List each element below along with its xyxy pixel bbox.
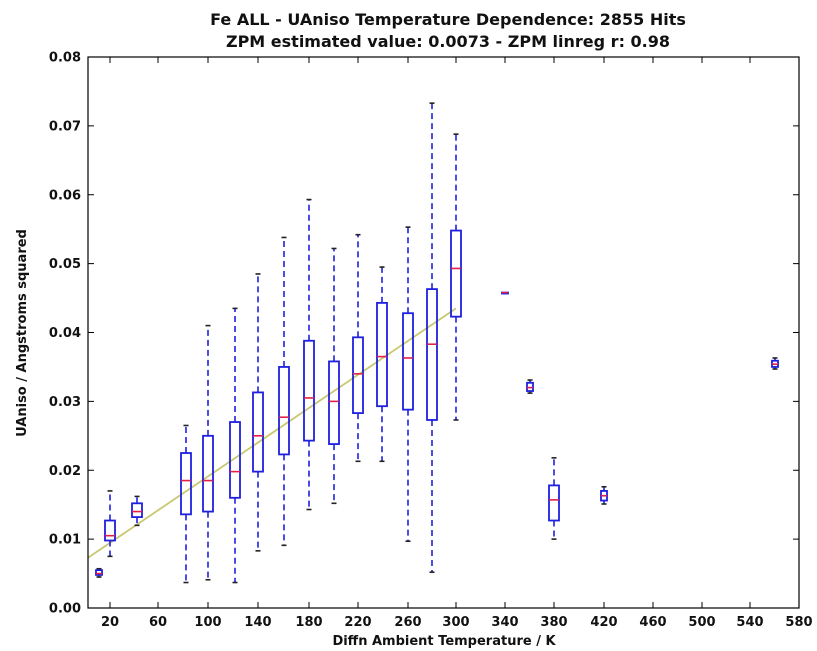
box-iqr [180, 452, 192, 516]
x-tick-label: 140 [244, 615, 271, 630]
box-iqr [104, 519, 116, 542]
box-iqr [328, 360, 340, 445]
box-iqr [303, 339, 315, 442]
box-240 [376, 266, 388, 463]
box-280 [426, 102, 438, 573]
plot-area [88, 57, 799, 608]
x-tick-label: 540 [736, 615, 763, 630]
box-40 [131, 495, 143, 527]
box-iqr [426, 288, 438, 421]
plot-frame [87, 56, 800, 609]
box-300 [450, 133, 462, 421]
x-tick-label: 300 [442, 615, 469, 630]
x-tick-label: 420 [590, 615, 617, 630]
box-10 [95, 567, 103, 578]
box-iqr [131, 502, 143, 518]
y-tick-label: 0.03 [49, 395, 81, 410]
y-tick-label: 0.00 [49, 602, 81, 617]
box-iqr [450, 229, 462, 318]
box-360 [526, 379, 534, 394]
x-axis: 20 60 100 140 180 220 260 300 340 380 420 460 500 540… [101, 57, 813, 630]
box-200 [328, 247, 340, 505]
box-iqr [229, 421, 241, 499]
boxplots [95, 102, 779, 584]
y-tick-label: 0.08 [49, 51, 81, 66]
box-120 [229, 307, 241, 584]
y-tick-label: 0.06 [49, 188, 81, 203]
fit-line [87, 307, 457, 559]
x-tick-label: 380 [540, 615, 567, 630]
x-tick-label: 20 [101, 615, 119, 630]
y-tick-label: 0.07 [49, 119, 81, 134]
box-iqr [376, 301, 388, 408]
box-iqr [95, 569, 103, 576]
box-140 [252, 273, 264, 552]
y-tick-label: 0.02 [49, 464, 81, 479]
box-20 [104, 490, 116, 558]
x-tick-label: 260 [394, 615, 421, 630]
box-560 [771, 357, 779, 370]
box-420 [600, 485, 608, 505]
y-tick-label: 0.01 [49, 533, 81, 548]
box-380 [548, 457, 560, 540]
x-tick-label: 580 [785, 615, 812, 630]
x-tick-label: 220 [344, 615, 371, 630]
x-tick-label: 60 [149, 615, 167, 630]
box-340 [501, 291, 509, 295]
box-80 [180, 424, 192, 584]
chart-title: Fe ALL - UAniso Temperature Dependence: … [210, 10, 686, 29]
box-260 [402, 226, 414, 542]
y-axis: 0.00 0.01 0.02 0.03 0.04 0.05 0.06 0.07 0.08 [49, 51, 799, 617]
x-tick-label: 180 [295, 615, 322, 630]
box-180 [303, 198, 315, 511]
x-tick-label: 340 [491, 615, 518, 630]
box-160 [278, 236, 290, 547]
box-iqr [278, 366, 290, 456]
x-tick-label: 460 [639, 615, 666, 630]
box-iqr [252, 391, 264, 473]
box-iqr [548, 484, 560, 522]
box-iqr [402, 312, 414, 411]
box-220 [352, 233, 364, 463]
y-tick-label: 0.05 [49, 257, 81, 272]
box-iqr [352, 336, 364, 414]
y-tick-label: 0.04 [49, 326, 81, 341]
fit-line-group [87, 307, 457, 559]
box-100 [202, 324, 214, 581]
x-tick-label: 100 [194, 615, 221, 630]
x-axis-label: Diffn Ambient Temperature / K [332, 634, 556, 649]
y-axis-label: UAniso / Angstroms squared [15, 229, 30, 437]
x-tick-label: 500 [688, 615, 715, 630]
chart-subtitle: ZPM estimated value: 0.0073 - ZPM linreg… [226, 32, 670, 51]
box-iqr [202, 434, 214, 513]
